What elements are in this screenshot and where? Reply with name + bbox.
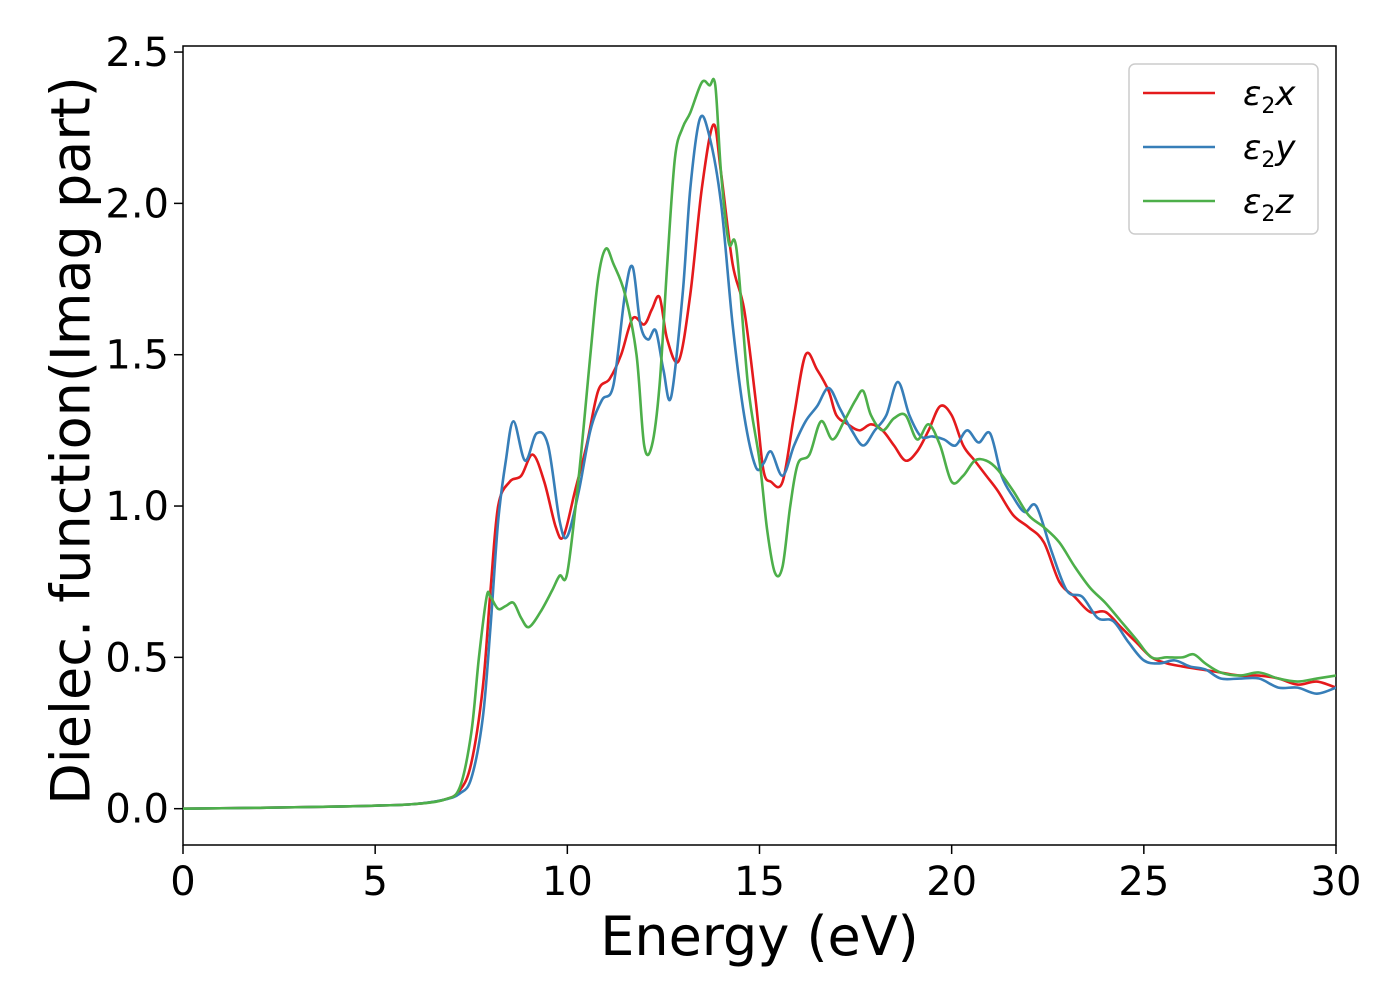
legend-label-z: ε2z — [1243, 182, 1294, 227]
series-line-y — [183, 114, 1336, 810]
x-axis: 0 5 10 15 20 25 30 — [170, 845, 1361, 905]
x-tick-label: 5 — [362, 859, 387, 905]
x-tick-label: 25 — [1118, 859, 1169, 905]
x-tick-label: 30 — [1311, 859, 1362, 905]
x-tick-label: 15 — [734, 859, 785, 905]
y-tick-label: 1.0 — [105, 484, 169, 530]
y-tick-label: 0.5 — [105, 635, 169, 681]
y-tick-label: 0.0 — [105, 787, 169, 833]
x-tick-label: 20 — [926, 859, 977, 905]
y-tick-label: 2.0 — [105, 181, 169, 227]
y-axis: 0.0 0.5 1.0 1.5 2.0 2.5 — [105, 30, 183, 833]
series-layer — [183, 77, 1336, 810]
legend-label-x: ε2x — [1243, 74, 1296, 119]
x-tick-label: 0 — [170, 859, 195, 905]
x-tick-label: 10 — [542, 859, 593, 905]
y-tick-label: 1.5 — [105, 333, 169, 379]
series-line-z — [183, 77, 1336, 810]
series-line-x — [183, 123, 1336, 810]
y-axis-title: Dielec. function(Imag part) — [40, 76, 103, 805]
legend: ε2x ε2y ε2z — [1128, 63, 1319, 235]
x-axis-title: Energy (eV) — [600, 905, 919, 968]
legend-label-y: ε2y — [1243, 128, 1296, 173]
legend-box — [1128, 63, 1319, 235]
y-tick-label: 2.5 — [105, 30, 169, 76]
